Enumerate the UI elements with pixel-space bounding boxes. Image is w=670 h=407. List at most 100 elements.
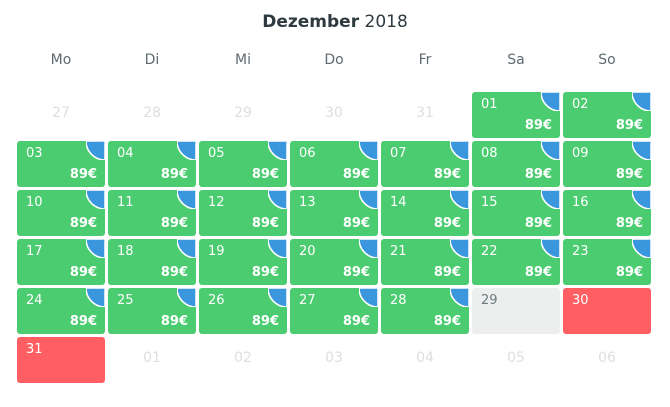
- calendar-day-available[interactable]: 03 89€: [17, 141, 105, 187]
- day-number: 03: [325, 350, 343, 366]
- day-price: 89€: [69, 216, 97, 231]
- calendar-day-booked[interactable]: 31: [17, 337, 105, 383]
- day-number: 31: [26, 342, 43, 357]
- calendar-day-available[interactable]: 19 89€: [199, 239, 287, 285]
- calendar-day-booked[interactable]: 30: [563, 288, 651, 334]
- day-price: 89€: [251, 167, 279, 182]
- arrival-corner-icon: [359, 288, 378, 307]
- calendar-day-available[interactable]: 09 89€: [563, 141, 651, 187]
- day-number: 30: [572, 293, 589, 308]
- day-number: 12: [208, 195, 225, 210]
- calendar-day-outside: 02: [199, 337, 287, 383]
- arrival-corner-icon: [541, 92, 560, 111]
- calendar-day-neutral[interactable]: 29: [472, 288, 560, 334]
- day-price: 89€: [342, 167, 370, 182]
- calendar-day-available[interactable]: 15 89€: [472, 190, 560, 236]
- calendar-day-available[interactable]: 18 89€: [108, 239, 196, 285]
- weekday-label: Fr: [418, 52, 432, 68]
- day-price: 89€: [615, 167, 643, 182]
- calendar-day-available[interactable]: 26 89€: [199, 288, 287, 334]
- day-number: 15: [481, 195, 498, 210]
- calendar-day-available[interactable]: 21 89€: [381, 239, 469, 285]
- calendar-day-outside: 31: [381, 92, 469, 138]
- arrival-corner-icon: [632, 92, 651, 111]
- day-price: 89€: [69, 314, 97, 329]
- calendar-day-available[interactable]: 22 89€: [472, 239, 560, 285]
- calendar-day-available[interactable]: 14 89€: [381, 190, 469, 236]
- day-number: 06: [598, 350, 616, 366]
- arrival-corner-icon: [177, 288, 196, 307]
- day-number: 04: [117, 146, 134, 161]
- arrival-corner-icon: [450, 190, 469, 209]
- day-price: 89€: [615, 118, 643, 133]
- arrival-corner-icon: [632, 239, 651, 258]
- day-number: 18: [117, 244, 134, 259]
- calendar-day-outside: 30: [290, 92, 378, 138]
- calendar-day-available[interactable]: 25 89€: [108, 288, 196, 334]
- day-price: 89€: [342, 265, 370, 280]
- calendar-day-available[interactable]: 06 89€: [290, 141, 378, 187]
- day-number: 16: [572, 195, 589, 210]
- arrival-corner-icon: [86, 288, 105, 307]
- calendar-day-outside: 29: [199, 92, 287, 138]
- calendar-day-available[interactable]: 10 89€: [17, 190, 105, 236]
- arrival-corner-icon: [177, 190, 196, 209]
- day-price: 89€: [342, 216, 370, 231]
- day-number: 20: [299, 244, 316, 259]
- calendar-day-outside: 27: [17, 92, 105, 138]
- arrival-corner-icon: [86, 239, 105, 258]
- calendar-day-available[interactable]: 13 89€: [290, 190, 378, 236]
- day-price: 89€: [433, 216, 461, 231]
- weekday-label: Di: [144, 52, 160, 68]
- day-number: 21: [390, 244, 407, 259]
- month-title: Dezember 2018: [0, 12, 670, 32]
- day-number: 22: [481, 244, 498, 259]
- calendar-day-available[interactable]: 01 89€: [472, 92, 560, 138]
- day-number: 05: [507, 350, 525, 366]
- day-number: 25: [117, 293, 134, 308]
- arrival-corner-icon: [268, 239, 287, 258]
- day-number: 07: [390, 146, 407, 161]
- day-price: 89€: [342, 314, 370, 329]
- arrival-corner-icon: [450, 239, 469, 258]
- day-number: 02: [572, 97, 589, 112]
- day-number: 04: [416, 350, 434, 366]
- day-price: 89€: [524, 118, 552, 133]
- calendar-day-available[interactable]: 05 89€: [199, 141, 287, 187]
- calendar-day-available[interactable]: 24 89€: [17, 288, 105, 334]
- day-number: 01: [481, 97, 498, 112]
- arrival-corner-icon: [450, 141, 469, 160]
- arrival-corner-icon: [268, 190, 287, 209]
- day-price: 89€: [69, 265, 97, 280]
- day-price: 89€: [615, 265, 643, 280]
- day-number: 03: [26, 146, 43, 161]
- calendar-day-available[interactable]: 23 89€: [563, 239, 651, 285]
- calendar-day-available[interactable]: 20 89€: [290, 239, 378, 285]
- calendar-day-available[interactable]: 07 89€: [381, 141, 469, 187]
- day-number: 27: [52, 105, 70, 121]
- calendar-day-outside: 06: [563, 337, 651, 383]
- arrival-corner-icon: [86, 141, 105, 160]
- day-number: 01: [143, 350, 161, 366]
- arrival-corner-icon: [359, 190, 378, 209]
- calendar-day-available[interactable]: 17 89€: [17, 239, 105, 285]
- month-name: Dezember: [262, 12, 360, 32]
- day-number: 30: [325, 105, 343, 121]
- arrival-corner-icon: [632, 141, 651, 160]
- calendar-day-available[interactable]: 28 89€: [381, 288, 469, 334]
- arrival-corner-icon: [268, 288, 287, 307]
- weekday-label: Sa: [507, 52, 525, 68]
- day-price: 89€: [160, 265, 188, 280]
- day-number: 11: [117, 195, 134, 210]
- calendar-day-available[interactable]: 02 89€: [563, 92, 651, 138]
- calendar-day-available[interactable]: 04 89€: [108, 141, 196, 187]
- calendar-day-available[interactable]: 11 89€: [108, 190, 196, 236]
- calendar-day-available[interactable]: 16 89€: [563, 190, 651, 236]
- calendar-day-available[interactable]: 12 89€: [199, 190, 287, 236]
- calendar-day-available[interactable]: 27 89€: [290, 288, 378, 334]
- weekday-label: Do: [324, 52, 344, 68]
- calendar-day-available[interactable]: 08 89€: [472, 141, 560, 187]
- day-price: 89€: [251, 314, 279, 329]
- day-number: 09: [572, 146, 589, 161]
- day-number: 23: [572, 244, 589, 259]
